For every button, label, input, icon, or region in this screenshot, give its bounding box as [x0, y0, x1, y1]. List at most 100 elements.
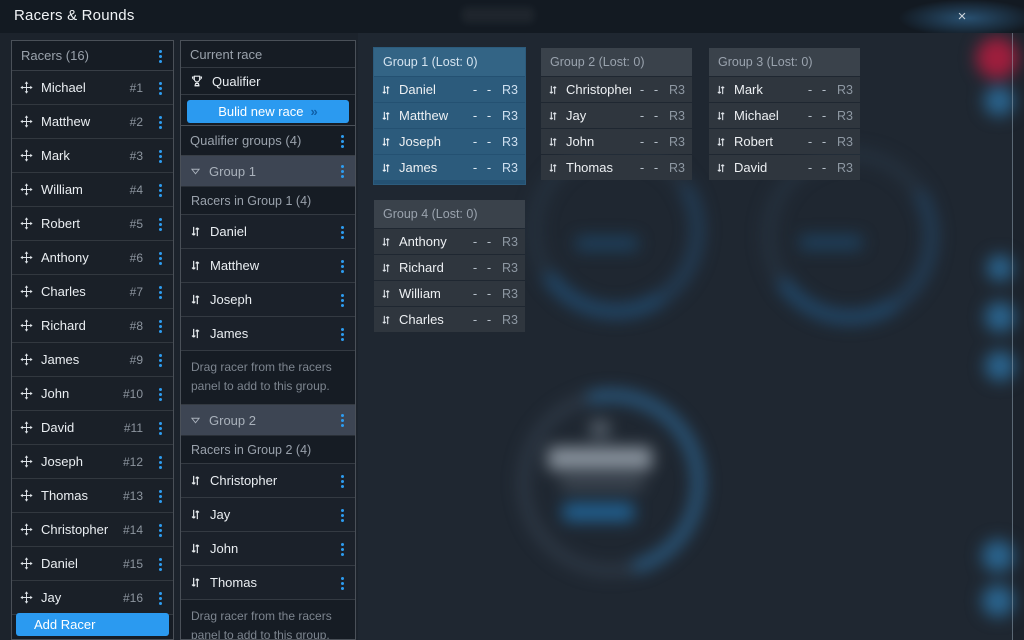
racer-row[interactable]: David #11 — [12, 411, 173, 445]
group-card-racer-row[interactable]: Michael - - R3 — [709, 103, 860, 128]
kebab-menu-icon[interactable] — [153, 284, 167, 300]
kebab-menu-icon[interactable] — [153, 420, 167, 436]
reorder-updown-icon[interactable] — [190, 508, 201, 521]
reorder-updown-icon[interactable] — [716, 110, 726, 122]
reorder-updown-icon[interactable] — [381, 136, 391, 148]
reorder-updown-icon[interactable] — [716, 136, 726, 148]
drag-move-icon[interactable] — [20, 387, 33, 400]
group-racer-row[interactable]: Matthew — [181, 249, 355, 283]
drag-move-icon[interactable] — [20, 523, 33, 536]
group-racer-row[interactable]: Thomas — [181, 566, 355, 601]
kebab-menu-icon[interactable] — [153, 386, 167, 402]
kebab-menu-icon[interactable] — [335, 412, 349, 428]
racer-row[interactable]: Jay #16 — [12, 581, 173, 615]
reorder-updown-icon[interactable] — [190, 293, 201, 306]
reorder-updown-icon[interactable] — [548, 162, 558, 174]
group-card-racer-row[interactable]: Joseph - - R3 — [374, 129, 525, 154]
group-card-racer-row[interactable]: Charles - - R3 — [374, 307, 525, 332]
group-card[interactable]: Group 4 (Lost: 0) Anthony - - R3 Richard… — [374, 200, 525, 332]
group-card[interactable]: Group 2 (Lost: 0) Christopher - - R3 Jay… — [541, 48, 692, 180]
group-racer-row[interactable]: Christopher — [181, 464, 355, 499]
group-card-racer-row[interactable]: Richard - - R3 — [374, 255, 525, 280]
kebab-menu-icon[interactable] — [335, 507, 349, 523]
racer-row[interactable]: William #4 — [12, 173, 173, 207]
group-card-racer-row[interactable]: John - - R3 — [541, 129, 692, 154]
drag-move-icon[interactable] — [20, 183, 33, 196]
kebab-menu-icon[interactable] — [335, 133, 349, 149]
drag-move-icon[interactable] — [20, 455, 33, 468]
reorder-updown-icon[interactable] — [190, 327, 201, 340]
kebab-menu-icon[interactable] — [153, 522, 167, 538]
group-racer-row[interactable]: Joseph — [181, 283, 355, 317]
racer-row[interactable]: Richard #8 — [12, 309, 173, 343]
reorder-updown-icon[interactable] — [190, 225, 201, 238]
racer-row[interactable]: Joseph #12 — [12, 445, 173, 479]
reorder-updown-icon[interactable] — [381, 110, 391, 122]
racer-row[interactable]: John #10 — [12, 377, 173, 411]
kebab-menu-icon[interactable] — [153, 352, 167, 368]
reorder-updown-icon[interactable] — [381, 162, 391, 174]
reorder-updown-icon[interactable] — [190, 542, 201, 555]
group-card-racer-row[interactable]: Daniel - - R3 — [374, 77, 525, 102]
kebab-menu-icon[interactable] — [335, 224, 349, 240]
group-card-racer-row[interactable]: David - - R3 — [709, 155, 860, 180]
kebab-menu-icon[interactable] — [153, 556, 167, 572]
build-new-race-button[interactable]: Bulid new race » — [187, 100, 349, 123]
racer-row[interactable]: James #9 — [12, 343, 173, 377]
race-name-row[interactable]: Qualifier — [181, 68, 355, 95]
reorder-updown-icon[interactable] — [190, 576, 201, 589]
kebab-menu-icon[interactable] — [153, 182, 167, 198]
drag-move-icon[interactable] — [20, 421, 33, 434]
group-card-racer-row[interactable]: William - - R3 — [374, 281, 525, 306]
drag-move-icon[interactable] — [20, 557, 33, 570]
reorder-updown-icon[interactable] — [381, 236, 391, 248]
group-card[interactable]: Group 3 (Lost: 0) Mark - - R3 Michael - … — [709, 48, 860, 180]
reorder-updown-icon[interactable] — [548, 84, 558, 96]
group-racer-row[interactable]: Daniel — [181, 215, 355, 249]
group-racer-row[interactable]: James — [181, 317, 355, 351]
kebab-menu-icon[interactable] — [153, 80, 167, 96]
group-card-racer-row[interactable]: James - - R3 — [374, 155, 525, 180]
racer-row[interactable]: Anthony #6 — [12, 241, 173, 275]
add-racer-button[interactable]: Add Racer — [16, 613, 169, 636]
group-collapse-header[interactable]: Group 1 — [181, 156, 355, 187]
group-collapse-header[interactable]: Group 2 — [181, 405, 355, 437]
kebab-menu-icon[interactable] — [153, 114, 167, 130]
reorder-updown-icon[interactable] — [381, 288, 391, 300]
group-card-racer-row[interactable]: Thomas - - R3 — [541, 155, 692, 180]
drag-move-icon[interactable] — [20, 115, 33, 128]
kebab-menu-icon[interactable] — [335, 292, 349, 308]
racer-row[interactable]: Charles #7 — [12, 275, 173, 309]
group-racer-row[interactable]: Jay — [181, 498, 355, 533]
kebab-menu-icon[interactable] — [335, 541, 349, 557]
kebab-menu-icon[interactable] — [153, 48, 167, 64]
racer-row[interactable]: Thomas #13 — [12, 479, 173, 513]
drag-move-icon[interactable] — [20, 251, 33, 264]
group-card-racer-row[interactable]: Matthew - - R3 — [374, 103, 525, 128]
drag-move-icon[interactable] — [20, 353, 33, 366]
kebab-menu-icon[interactable] — [153, 454, 167, 470]
group-card[interactable]: Group 1 (Lost: 0) Daniel - - R3 Matthew … — [374, 48, 525, 184]
kebab-menu-icon[interactable] — [335, 163, 349, 179]
group-card-racer-row[interactable]: Robert - - R3 — [709, 129, 860, 154]
kebab-menu-icon[interactable] — [335, 473, 349, 489]
kebab-menu-icon[interactable] — [153, 318, 167, 334]
drag-move-icon[interactable] — [20, 81, 33, 94]
kebab-menu-icon[interactable] — [153, 250, 167, 266]
reorder-updown-icon[interactable] — [190, 474, 201, 487]
reorder-updown-icon[interactable] — [381, 314, 391, 326]
reorder-updown-icon[interactable] — [190, 259, 201, 272]
reorder-updown-icon[interactable] — [548, 110, 558, 122]
racer-row[interactable]: Robert #5 — [12, 207, 173, 241]
kebab-menu-icon[interactable] — [335, 326, 349, 342]
reorder-updown-icon[interactable] — [381, 84, 391, 96]
drag-move-icon[interactable] — [20, 149, 33, 162]
racer-row[interactable]: Daniel #15 — [12, 547, 173, 581]
group-card-racer-row[interactable]: Christopher - - R3 — [541, 77, 692, 102]
drag-move-icon[interactable] — [20, 285, 33, 298]
drag-move-icon[interactable] — [20, 319, 33, 332]
kebab-menu-icon[interactable] — [153, 590, 167, 606]
racer-row[interactable]: Matthew #2 — [12, 105, 173, 139]
close-button[interactable]: × — [957, 8, 967, 25]
reorder-updown-icon[interactable] — [716, 84, 726, 96]
